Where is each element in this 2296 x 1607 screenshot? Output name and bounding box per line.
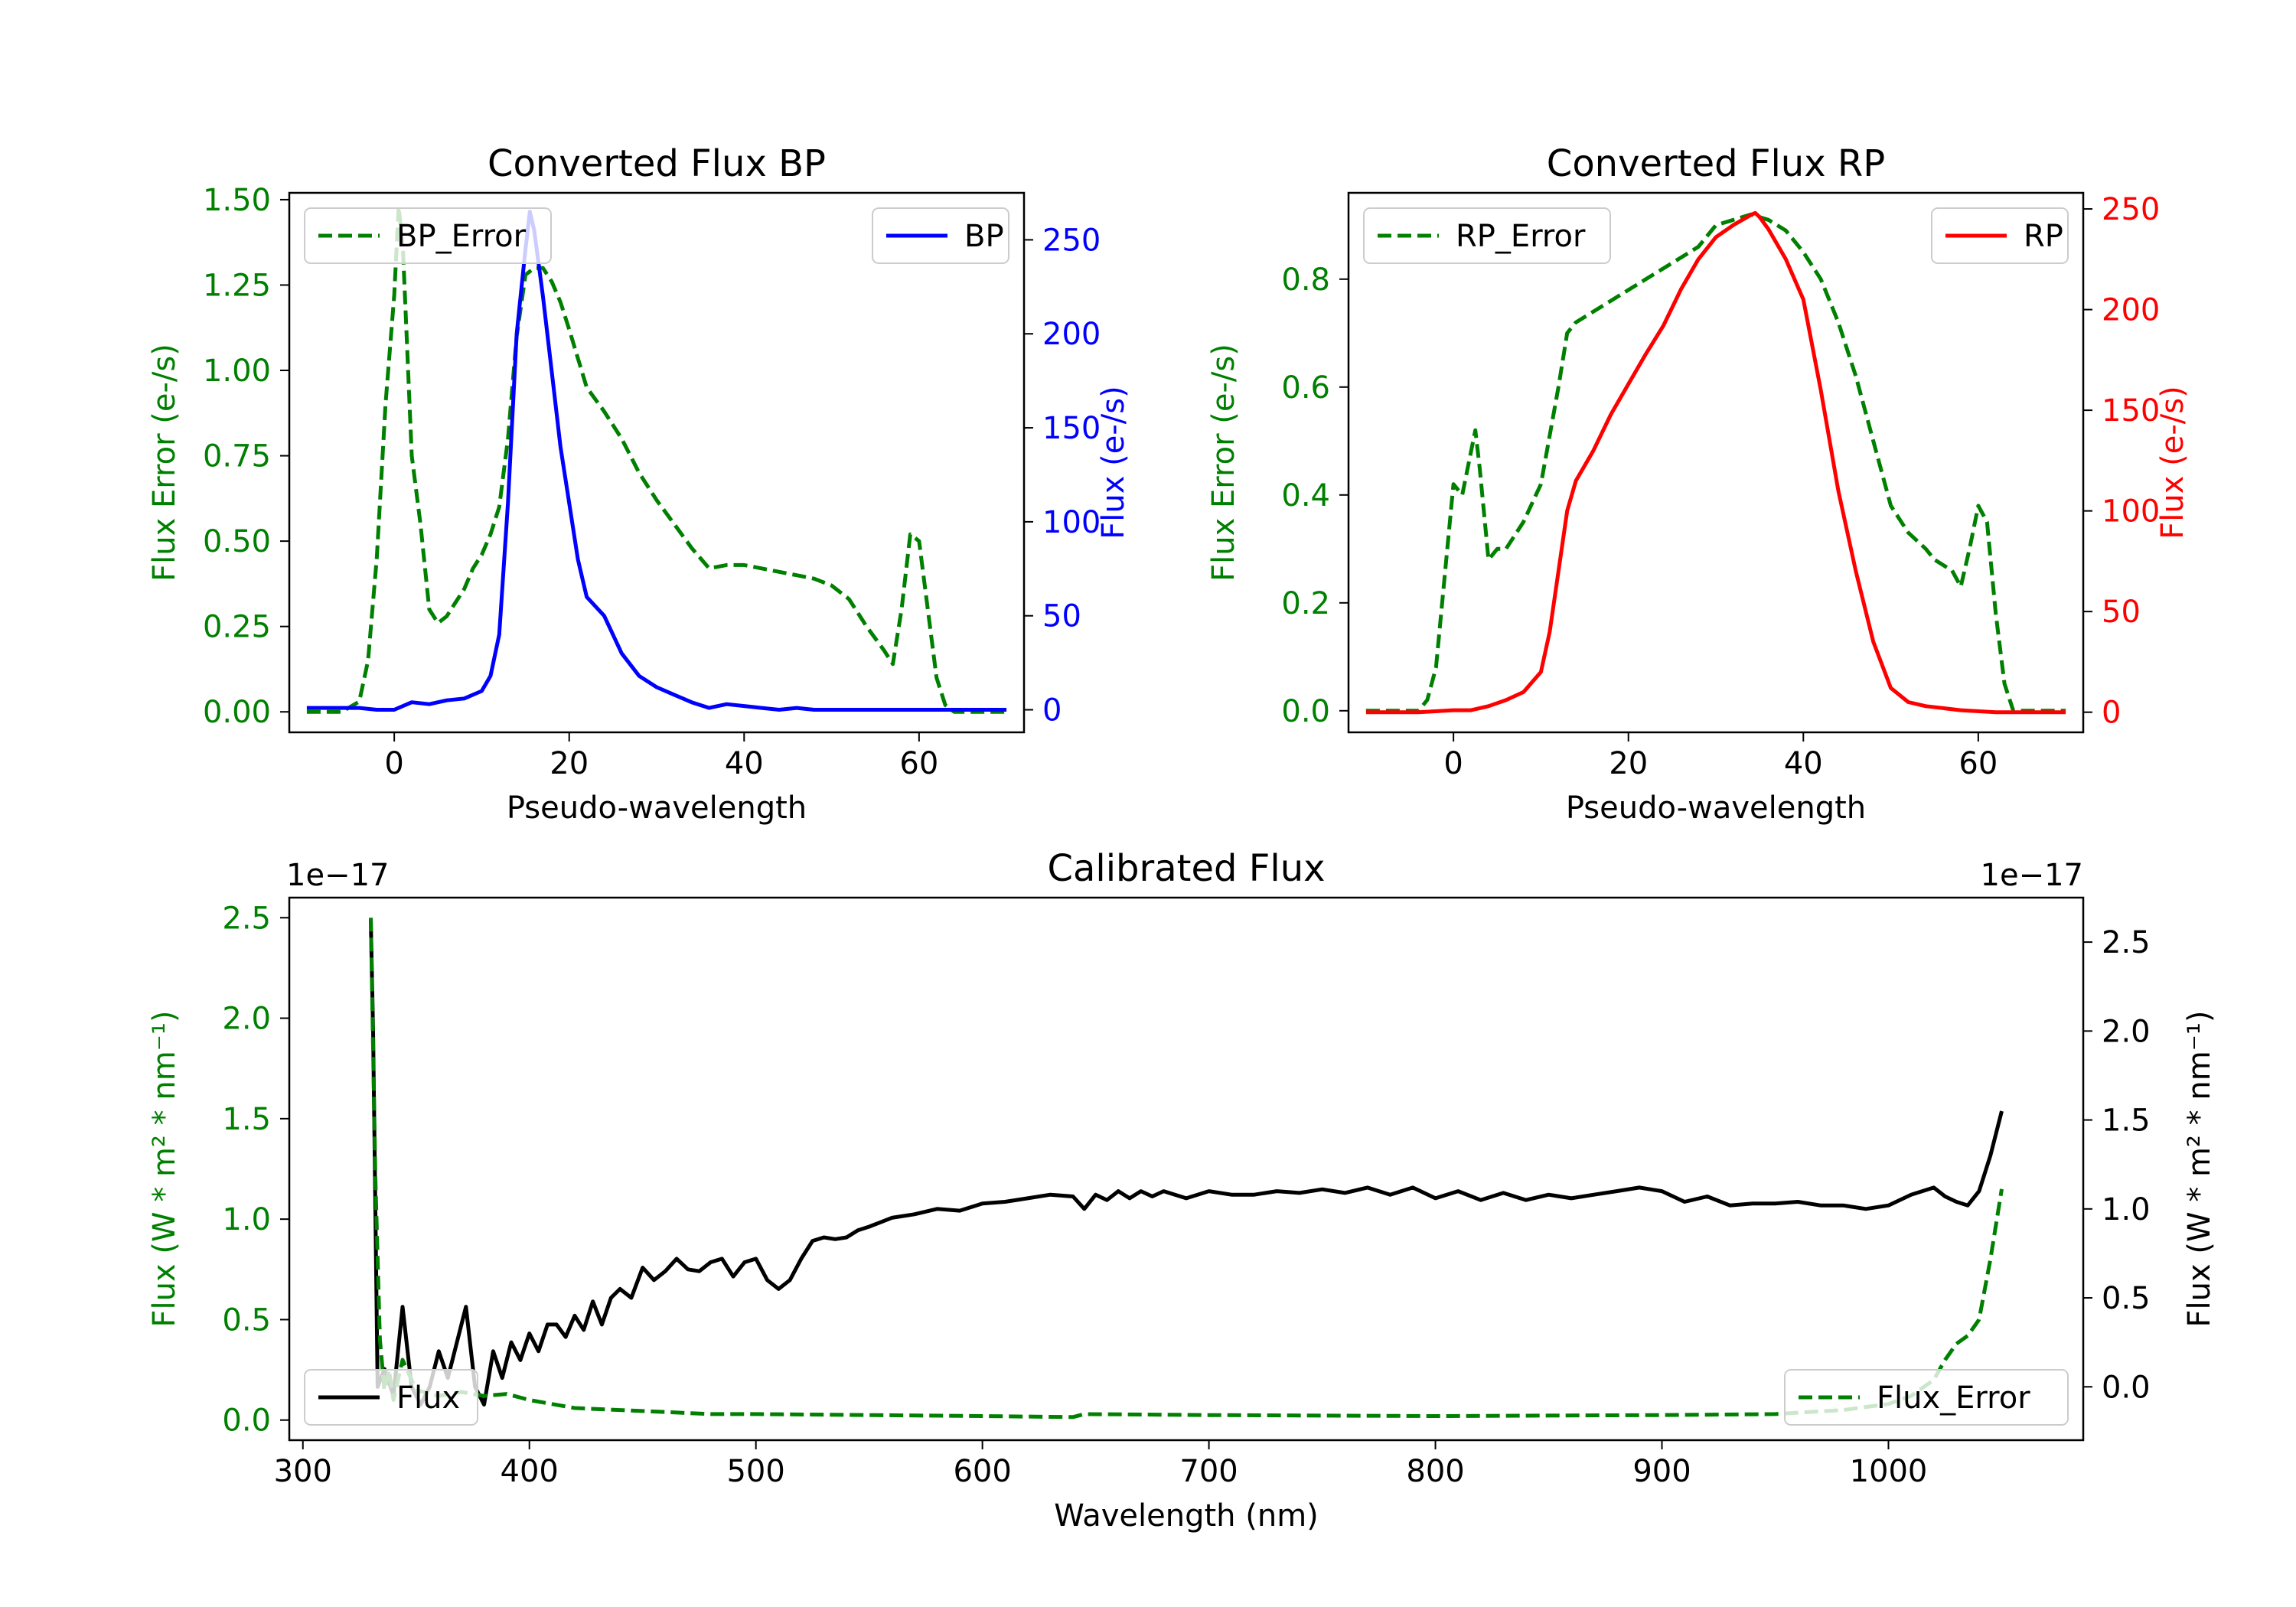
rp-y-left-tick-label: 0.8 [1281,262,1330,298]
bp-legend-left-label: BP_Error [396,219,527,254]
rp-legend-left-label: RP_Error [1456,219,1586,254]
rp-title: Converted Flux RP [1547,142,1885,185]
calibrated-x-tick-label: 300 [274,1454,332,1489]
bp-x-tick-label: 0 [384,746,403,781]
calibrated-x-axis-label: Wavelength (nm) [1054,1498,1319,1534]
rp-y-right-axis-label: Flux (e-/s) [2155,386,2190,539]
bp-y-left-tick-label: 1.00 [203,354,271,389]
calibrated-x-tick-label: 800 [1406,1454,1464,1489]
rp-series-rp [1365,210,2066,715]
rp-legend-right-label: RP [2024,219,2063,254]
calibrated-y-right-tick-label: 2.0 [2102,1014,2151,1049]
calibrated-y-right-axis-label: Flux (W * m² * nm⁻¹) [2182,1011,2217,1328]
calibrated-y-left-axis-label: Flux (W * m² * nm⁻¹) [147,1011,182,1328]
bp-y-right-axis-label: Flux (e-/s) [1096,386,1131,539]
calibrated-x-tick-label: 500 [726,1454,784,1489]
bp-y-left-tick-label: 1.50 [203,183,271,218]
bp-series-bp [306,210,1007,712]
calibrated-y-right-tick-label: 0.0 [2102,1370,2151,1405]
calibrated-x-tick-label: 600 [953,1454,1011,1489]
bp-y-right-tick-label: 0 [1042,693,1062,729]
rp-x-tick-label: 60 [1958,746,1998,781]
calibrated-x-tick-label: 700 [1179,1454,1238,1489]
bp-series-bp-error [306,204,1007,714]
rp-legend-left [1363,207,1611,264]
calibrated-y-left-tick-label: 1.5 [222,1102,271,1137]
rp-y-right-tick-label: 150 [2102,393,2160,429]
calibrated-x-tick-label: 900 [1632,1454,1691,1489]
rp-y-left-tick-label: 0.4 [1281,478,1330,513]
rp-y-right-tick-label: 50 [2102,595,2141,630]
rp-y-right-tick-label: 100 [2102,494,2160,530]
bp-legend-right-label: BP [964,219,1004,254]
bp-y-left-axis-label: Flux Error (e-/s) [147,344,182,582]
calibrated-x-tick-label: 400 [501,1454,559,1489]
rp-axes-frame [1347,191,2085,734]
bp-y-left-tick-label: 0.00 [203,695,271,730]
rp-y-right-tick-label: 200 [2102,293,2160,328]
rp-x-axis-label: Pseudo-wavelength [1566,790,1866,826]
calibrated-legend-left [304,1369,478,1426]
calibrated-y-left-tick-label: 2.0 [222,1002,271,1037]
calibrated-axes-frame [288,896,2085,1442]
bp-y-right-tick-label: 150 [1042,411,1101,446]
calibrated-right-scale-label: 1e−17 [1981,858,2083,893]
bp-y-right-tick-label: 50 [1042,599,1081,634]
bp-y-right-tick-label: 250 [1042,223,1101,258]
bp-legend-left [304,207,552,264]
bp-y-left-tick-label: 0.75 [203,439,271,474]
calibrated-legend-right-label: Flux_Error [1877,1380,2030,1416]
rp-y-left-axis-label: Flux Error (e-/s) [1206,344,1241,582]
calibrated-y-left-tick-label: 2.5 [222,901,271,936]
calibrated-y-left-tick-label: 0.5 [222,1302,271,1338]
calibrated-series-flux [369,921,2004,1407]
bp-x-axis-label: Pseudo-wavelength [507,790,807,826]
calibrated-x-tick-label: 1000 [1850,1454,1928,1489]
rp-y-right-tick-label: 0 [2102,696,2121,731]
rp-series-rp-error [1365,212,2066,713]
calibrated-left-scale-label: 1e−17 [286,858,389,893]
bp-y-left-tick-label: 0.25 [203,610,271,645]
bp-y-left-tick-label: 1.25 [203,268,271,303]
calibrated-y-right-tick-label: 1.5 [2102,1103,2151,1139]
rp-x-tick-label: 0 [1443,746,1463,781]
calibrated-y-right-tick-label: 2.5 [2102,925,2151,960]
calibrated-legend-left-label: Flux [396,1380,460,1416]
rp-y-left-tick-label: 0.2 [1281,586,1330,621]
rp-y-left-tick-label: 0.0 [1281,694,1330,729]
calibrated-y-right-tick-label: 1.0 [2102,1192,2151,1227]
bp-panel: 0 20 40 60 0.00 0.25 0.50 0.75 1.00 1.25 1.50 0 50 10… [147,142,1131,826]
bp-title: Converted Flux BP [488,142,826,185]
rp-y-left-tick-label: 0.6 [1281,370,1330,406]
calibrated-y-left-tick-label: 0.0 [222,1403,271,1439]
rp-x-tick-label: 20 [1609,746,1648,781]
bp-x-tick-label: 60 [899,746,938,781]
calibrated-y-left-tick-label: 1.0 [222,1202,271,1237]
rp-x-tick-label: 40 [1784,746,1823,781]
bp-y-left-tick-label: 0.50 [203,524,271,559]
calibrated-title: Calibrated Flux [1047,847,1325,890]
calibrated-y-right-tick-label: 0.5 [2102,1281,2151,1316]
bp-y-right-tick-label: 200 [1042,317,1101,352]
rp-y-right-tick-label: 250 [2102,192,2160,227]
rp-panel: 0 20 40 60 0.0 0.2 0.4 0.6 0.8 0 50 100 150 200 250 Con… [1206,142,2190,826]
calibrated-panel: 300 400 500 600 700 800 900 1000 0.0 0.5 1.0 1.5 2.0… [147,847,2217,1534]
calibrated-legend-right [1784,1369,2069,1426]
bp-y-right-tick-label: 100 [1042,505,1101,540]
bp-x-tick-label: 20 [550,746,589,781]
bp-x-tick-label: 40 [725,746,764,781]
bp-axes-frame [288,191,1026,734]
